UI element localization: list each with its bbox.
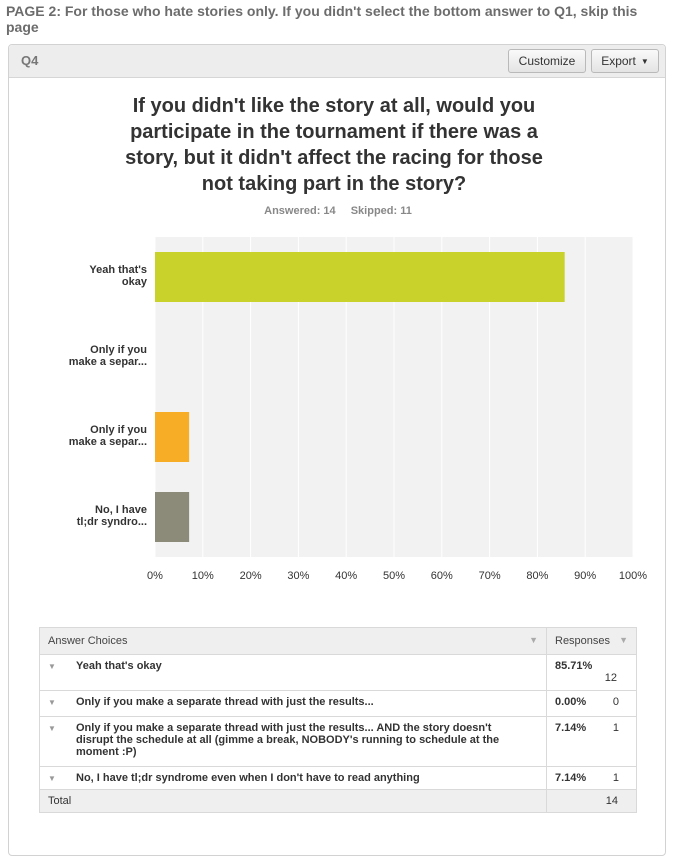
x-tick-label: 20% [240,570,262,582]
bar [155,252,565,302]
choice-text: No, I have tl;dr syndrome even when I do… [76,772,420,784]
x-tick-label: 0% [147,570,163,582]
response-count: 0 [612,696,619,708]
page-header: PAGE 2: For those who hate stories only.… [6,3,638,35]
total-value: 14 [546,789,637,813]
x-tick-label: 40% [335,570,357,582]
table-row: ▼ Yeah that's okay 85.71% 12 [39,654,637,691]
x-tick-label: 100% [619,570,647,582]
response-percent: 7.14% [555,722,587,734]
x-tick-label: 80% [526,570,548,582]
table-row: ▼ No, I have tl;dr syndrome even when I d… [39,766,637,790]
answered-skipped: Answered: 14 Skipped: 11 [9,205,667,217]
response-count: 1 [612,772,619,784]
question-title: If you didn't like the story at all, wou… [125,95,543,195]
x-tick-label: 50% [383,570,405,582]
category-label: Only if you [90,344,147,356]
expand-icon[interactable]: ▼ [48,724,56,733]
question-card: Q4 Customize Export ▼ If you didn't like … [8,44,666,856]
response-count: 12 [604,672,617,684]
question-card-header: Q4 Customize Export ▼ [9,45,665,78]
table-row: ▼ Only if you make a separate thread with… [39,690,637,717]
choice-text: Yeah that's okay [76,660,162,672]
answered-count: Answered: 14 [264,205,336,217]
total-label: Total [39,789,547,813]
category-label: tl;dr syndro... [77,516,147,528]
export-button-label: Export [601,54,636,68]
x-tick-label: 60% [431,570,453,582]
responses-header[interactable]: Responses ▼ [546,627,637,655]
category-label: No, I have [95,504,147,516]
expand-icon[interactable]: ▼ [48,662,56,671]
category-label: Yeah that's [89,264,147,276]
bar-chart: 0% 10% 20% 30% 40% 50% 60% 70% 80% 90% 100% Yeah th… [69,237,647,582]
category-label: okay [122,276,148,288]
customize-button-label: Customize [518,54,576,68]
bar [155,492,190,542]
response-percent: 7.14% [555,772,587,784]
table-row: ▼ Only if you make a separate thread with… [39,716,637,767]
chevron-down-icon: ▼ [640,57,649,66]
response-count: 1 [612,722,619,734]
choice-text: Only if you make a separate thread with … [76,696,374,708]
response-percent: 0.00% [555,696,587,708]
response-percent: 85.71% [555,660,593,672]
choice-text: Only if you make a separate thread with … [76,722,500,758]
responses-table: Answer Choices ▼ Responses ▼ ▼ Yeah that'… [39,627,637,813]
answer-choices-header[interactable]: Answer Choices ▼ [39,627,547,655]
x-tick-label: 10% [192,570,214,582]
skipped-count: Skipped: 11 [350,205,412,217]
export-button[interactable]: Export ▼ [591,49,659,73]
category-label: make a separ... [69,356,147,368]
x-tick-label: 70% [479,570,501,582]
category-label: make a separ... [69,436,147,448]
category-label: Only if you [90,424,147,436]
x-tick-label: 30% [287,570,309,582]
total-row: Total 14 [39,789,637,813]
bar [155,412,190,462]
expand-icon[interactable]: ▼ [48,698,56,707]
x-tick-label: 90% [574,570,596,582]
sort-icon: ▼ [619,635,628,645]
customize-button[interactable]: Customize [508,49,586,73]
expand-icon[interactable]: ▼ [48,774,56,783]
question-number: Q4 [21,53,39,68]
sort-icon: ▼ [529,635,538,645]
